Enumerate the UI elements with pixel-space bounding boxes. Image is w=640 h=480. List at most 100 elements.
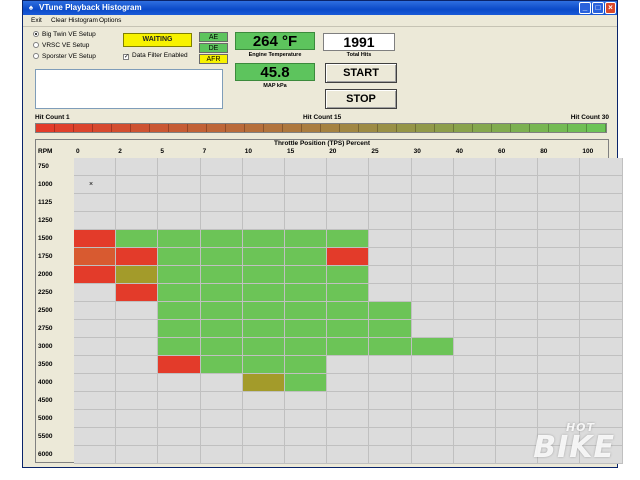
checkbox-checked-icon: ✓ <box>123 54 130 60</box>
rpm-label: 3500 <box>38 361 53 368</box>
histogram-cell <box>116 302 159 320</box>
histogram-cell <box>453 266 496 284</box>
histogram-cell <box>242 410 285 428</box>
histogram-cell <box>411 302 454 320</box>
histogram-cell <box>411 374 454 392</box>
histogram-cell <box>158 338 201 356</box>
histogram-cell <box>496 284 539 302</box>
scale-segment <box>74 124 93 132</box>
histogram-cell <box>116 212 159 230</box>
histogram-cell <box>158 410 201 428</box>
close-icon[interactable]: × <box>605 2 616 14</box>
histogram-cell <box>116 320 159 338</box>
histogram-cell <box>158 176 201 194</box>
data-filter-checkbox[interactable]: ✓ Data Filter Enabled <box>123 51 188 60</box>
radio-big-twin[interactable]: Big Twin VE Setup <box>33 30 96 39</box>
tps-label: 80 <box>540 148 548 155</box>
histogram-cell <box>538 338 581 356</box>
scale-segment <box>150 124 169 132</box>
radio-icon <box>33 53 39 59</box>
tps-label: 30 <box>413 148 421 155</box>
histogram-cell <box>242 338 285 356</box>
histogram-cell <box>116 284 159 302</box>
histogram-cell <box>411 176 454 194</box>
histogram-cell <box>158 158 201 176</box>
rpm-label: 750 <box>38 163 49 170</box>
histogram-cell <box>74 158 117 176</box>
map-kpa-value: 45.8 <box>235 63 315 81</box>
histogram-cell <box>200 374 243 392</box>
stop-button[interactable]: STOP <box>325 89 397 109</box>
histogram-cell <box>496 248 539 266</box>
histogram-cell <box>327 302 370 320</box>
histogram-cell <box>200 410 243 428</box>
rpm-label: 6000 <box>38 451 53 458</box>
histogram-cell <box>158 212 201 230</box>
histogram-cell <box>496 446 539 464</box>
histogram-cell <box>116 392 159 410</box>
histogram-cell <box>242 446 285 464</box>
watermark-top: HOT <box>565 421 595 434</box>
histogram-cell <box>369 194 412 212</box>
tps-label: 15 <box>287 148 295 155</box>
histogram-cell <box>411 230 454 248</box>
histogram-cell <box>369 374 412 392</box>
app-icon: ♠ <box>28 3 34 12</box>
histogram-cell <box>496 176 539 194</box>
histogram-cell: × <box>74 176 117 194</box>
window-title: VTune Playback Histogram <box>39 3 142 12</box>
histogram-cell <box>327 176 370 194</box>
menu-options[interactable]: Options <box>99 17 122 24</box>
histogram-cell <box>158 302 201 320</box>
rpm-label: 2500 <box>38 307 53 314</box>
flag-ae: AE <box>199 32 228 42</box>
histogram-cell <box>496 212 539 230</box>
histogram-cell <box>158 374 201 392</box>
radio-vrsc[interactable]: VRSC VE Setup <box>33 41 89 50</box>
maximize-icon[interactable]: □ <box>592 2 604 14</box>
histogram-cell <box>242 194 285 212</box>
scale-segment <box>454 124 473 132</box>
radio-label: VRSC VE Setup <box>42 42 90 49</box>
minimize-icon[interactable]: _ <box>579 2 591 14</box>
radio-sporster[interactable]: Sporster VE Setup <box>33 52 96 61</box>
histogram-cell <box>242 374 285 392</box>
histogram-cell <box>538 320 581 338</box>
menu-clear-histogram[interactable]: Clear Histogram <box>51 17 98 24</box>
histogram-cell <box>496 374 539 392</box>
histogram-cell <box>116 158 159 176</box>
engine-temperature-value: 264 °F <box>235 32 315 50</box>
histogram-cell <box>453 320 496 338</box>
histogram-cell <box>158 356 201 374</box>
scale-segment <box>587 124 606 132</box>
histogram-cell <box>369 338 412 356</box>
histogram-cell <box>580 410 623 428</box>
histogram-cell <box>453 428 496 446</box>
histogram-cell <box>496 320 539 338</box>
start-button[interactable]: START <box>325 63 397 83</box>
histogram-cell <box>327 158 370 176</box>
histogram-cell <box>411 212 454 230</box>
flag-de: DE <box>199 43 228 53</box>
notes-textarea[interactable] <box>35 69 223 109</box>
scale-segment <box>93 124 112 132</box>
histogram-cell <box>158 194 201 212</box>
histogram-cell <box>285 248 328 266</box>
histogram-cell <box>200 284 243 302</box>
histogram-cell <box>200 446 243 464</box>
scale-segment <box>36 124 55 132</box>
histogram-cell <box>74 320 117 338</box>
histogram-cell <box>580 194 623 212</box>
map-kpa-label: MAP kPa <box>263 83 287 89</box>
histogram-cell <box>411 410 454 428</box>
histogram-cell <box>496 194 539 212</box>
histogram-cell <box>369 248 412 266</box>
histogram-cell <box>158 230 201 248</box>
tps-label: 7 <box>202 148 207 155</box>
rpm-label: 1500 <box>38 235 53 242</box>
menu-exit[interactable]: Exit <box>31 17 42 24</box>
histogram-cell <box>285 410 328 428</box>
scale-segment <box>283 124 302 132</box>
histogram-cell <box>285 302 328 320</box>
histogram-cell <box>200 158 243 176</box>
